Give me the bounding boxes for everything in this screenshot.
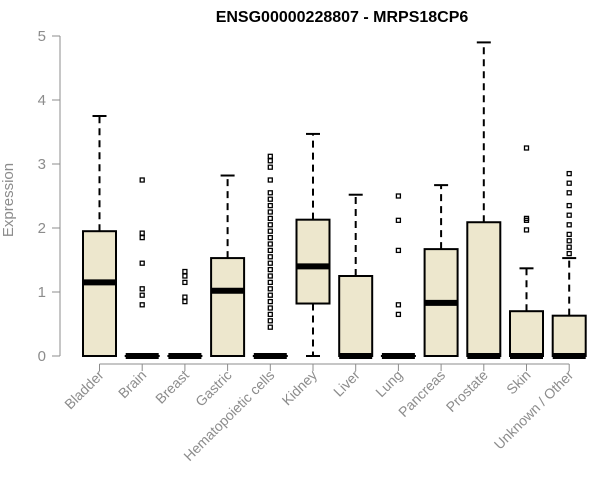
- box-gastric: [210, 174, 246, 357]
- box-lung: [380, 193, 416, 359]
- outlier-point: [267, 177, 273, 183]
- x-tick-label: Breast: [152, 367, 192, 407]
- y-axis-label: Expression: [0, 163, 17, 237]
- outlier-point: [139, 177, 145, 183]
- outlier-point: [267, 190, 273, 196]
- box-body: [210, 257, 246, 357]
- box-body: [466, 221, 502, 357]
- box-brain: [124, 177, 160, 359]
- box-hematopoietic-cells: [252, 153, 288, 359]
- box-body: [551, 314, 587, 357]
- box-pancreas: [423, 184, 459, 357]
- y-tick-label: 5: [38, 28, 46, 45]
- outlier-point: [267, 164, 273, 170]
- outlier-point: [182, 294, 188, 300]
- outlier-point: [395, 247, 402, 254]
- outlier-point: [566, 202, 572, 209]
- box-prostate: [466, 41, 502, 359]
- outlier-point: [267, 292, 273, 298]
- outlier-point: [139, 234, 145, 241]
- box-bladder: [82, 115, 117, 357]
- box-breast: [167, 268, 203, 359]
- outlier-point: [267, 305, 273, 311]
- outlier-point: [267, 228, 273, 234]
- outlier-point: [267, 153, 273, 159]
- box-liver: [338, 193, 374, 359]
- outlier-point: [139, 292, 145, 298]
- x-tick-label: Lung: [372, 367, 405, 400]
- y-tick-label: 0: [38, 348, 46, 365]
- x-tick-label: Pancreas: [395, 367, 448, 420]
- outlier-point: [182, 268, 188, 275]
- box-body: [82, 230, 117, 357]
- outlier-point: [395, 193, 402, 199]
- x-tick-label: Kidney: [279, 367, 321, 409]
- outlier-point: [182, 273, 188, 279]
- outlier-point: [267, 241, 273, 247]
- outlier-point: [267, 254, 273, 260]
- outlier-point: [566, 170, 572, 177]
- outlier-point: [267, 286, 273, 292]
- outlier-point: [395, 311, 402, 318]
- y-tick-label: 4: [38, 92, 46, 109]
- y-axis: 0 1 2 3 4 5: [38, 28, 61, 365]
- y-tick-label: 3: [38, 156, 46, 173]
- outlier-point: [267, 215, 273, 222]
- outlier-point: [566, 180, 572, 186]
- outlier-point: [267, 298, 273, 305]
- outlier-point: [267, 158, 273, 164]
- outlier-point: [523, 215, 530, 222]
- box-unknown-other: [551, 170, 587, 359]
- outlier-point: [267, 324, 273, 330]
- x-tick-label: Liver: [330, 367, 363, 400]
- box-body: [295, 218, 331, 305]
- outlier-point: [395, 217, 402, 223]
- outlier-point: [267, 247, 273, 254]
- outlier-point: [267, 202, 273, 209]
- outlier-point: [566, 231, 572, 238]
- outlier-point: [139, 230, 145, 236]
- outlier-point: [267, 260, 273, 266]
- outlier-point: [566, 222, 572, 228]
- outlier-point: [566, 238, 572, 244]
- outlier-point: [182, 279, 188, 286]
- outlier-point: [523, 227, 530, 233]
- outlier-point: [267, 234, 273, 241]
- x-tick-label: Brain: [115, 367, 149, 401]
- outlier-point: [267, 266, 273, 273]
- outlier-point: [566, 250, 572, 257]
- chart-title: ENSG00000228807 - MRPS18CP6: [216, 9, 469, 26]
- boxes-group: [82, 41, 587, 359]
- box-body: [338, 275, 374, 357]
- outlier-point: [566, 244, 572, 250]
- outlier-point: [267, 209, 273, 215]
- outlier-point: [267, 222, 273, 228]
- outlier-point: [566, 190, 572, 196]
- y-tick-label: 2: [38, 220, 46, 237]
- outlier-point: [267, 318, 273, 324]
- x-tick-label: Unknown / Other: [491, 367, 577, 453]
- outlier-point: [139, 260, 145, 266]
- outlier-point: [395, 302, 402, 308]
- x-tick-label: Bladder: [61, 367, 107, 413]
- box-body: [509, 310, 544, 358]
- outlier-point: [267, 273, 273, 279]
- box-kidney: [295, 132, 331, 357]
- outlier-point: [139, 302, 145, 308]
- x-tick-label: Gastric: [192, 367, 235, 410]
- outlier-point: [139, 286, 145, 292]
- outlier-point: [182, 298, 188, 305]
- y-tick-label: 1: [38, 284, 46, 301]
- x-tick-label: Skin: [503, 367, 534, 398]
- outlier-point: [267, 196, 273, 202]
- outlier-point: [566, 212, 572, 218]
- x-tick-label: Prostate: [443, 367, 491, 415]
- box-skin: [509, 145, 544, 359]
- outlier-point: [267, 279, 273, 286]
- outlier-point: [267, 311, 273, 318]
- outlier-point: [523, 145, 530, 151]
